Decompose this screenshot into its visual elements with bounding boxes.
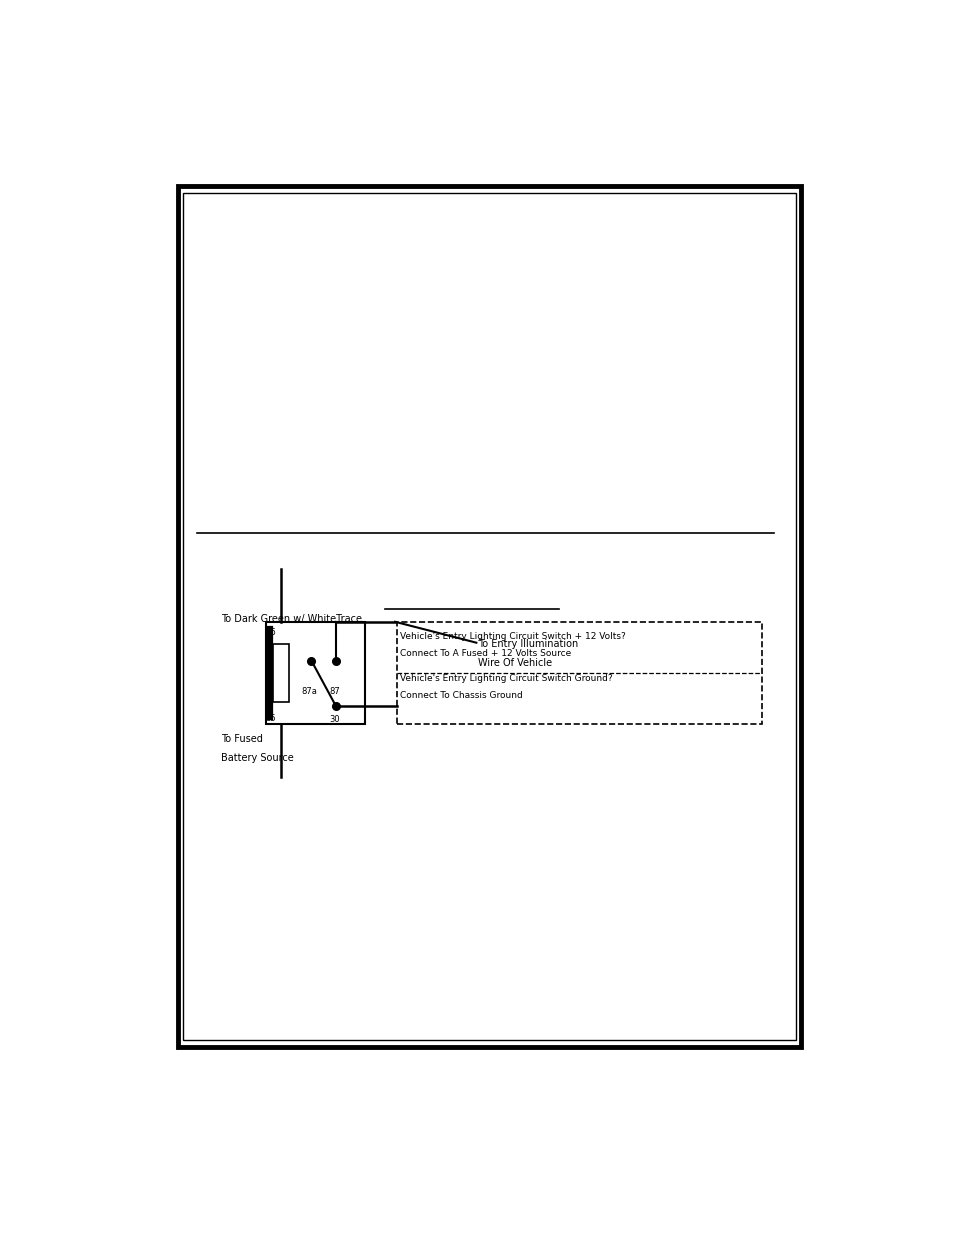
Text: Connect To Chassis Ground: Connect To Chassis Ground xyxy=(400,690,522,700)
Text: 87: 87 xyxy=(329,687,339,695)
Bar xyxy=(177,186,801,1047)
Text: 86: 86 xyxy=(265,629,276,637)
Text: 85: 85 xyxy=(265,714,276,722)
Bar xyxy=(265,621,365,725)
Text: Connect To A Fused + 12 Volts Source: Connect To A Fused + 12 Volts Source xyxy=(400,650,571,658)
Text: 30: 30 xyxy=(329,715,339,724)
Bar xyxy=(396,621,761,725)
Text: To Entry Illumination: To Entry Illumination xyxy=(477,640,578,650)
Text: To Fused: To Fused xyxy=(221,734,263,743)
Text: Vehicle's Entry Lighting Circuit Switch Ground?: Vehicle's Entry Lighting Circuit Switch … xyxy=(400,674,612,683)
Bar xyxy=(183,193,795,1040)
Text: Wire Of Vehicle: Wire Of Vehicle xyxy=(477,658,552,668)
Text: To Dark Green w/ WhiteTrace: To Dark Green w/ WhiteTrace xyxy=(221,614,362,624)
Bar xyxy=(273,645,289,701)
Text: 87a: 87a xyxy=(301,687,316,695)
Text: Battery Source: Battery Source xyxy=(221,752,294,762)
Text: Vehicle's Entry Lighting Circuit Switch + 12 Volts?: Vehicle's Entry Lighting Circuit Switch … xyxy=(400,632,625,641)
